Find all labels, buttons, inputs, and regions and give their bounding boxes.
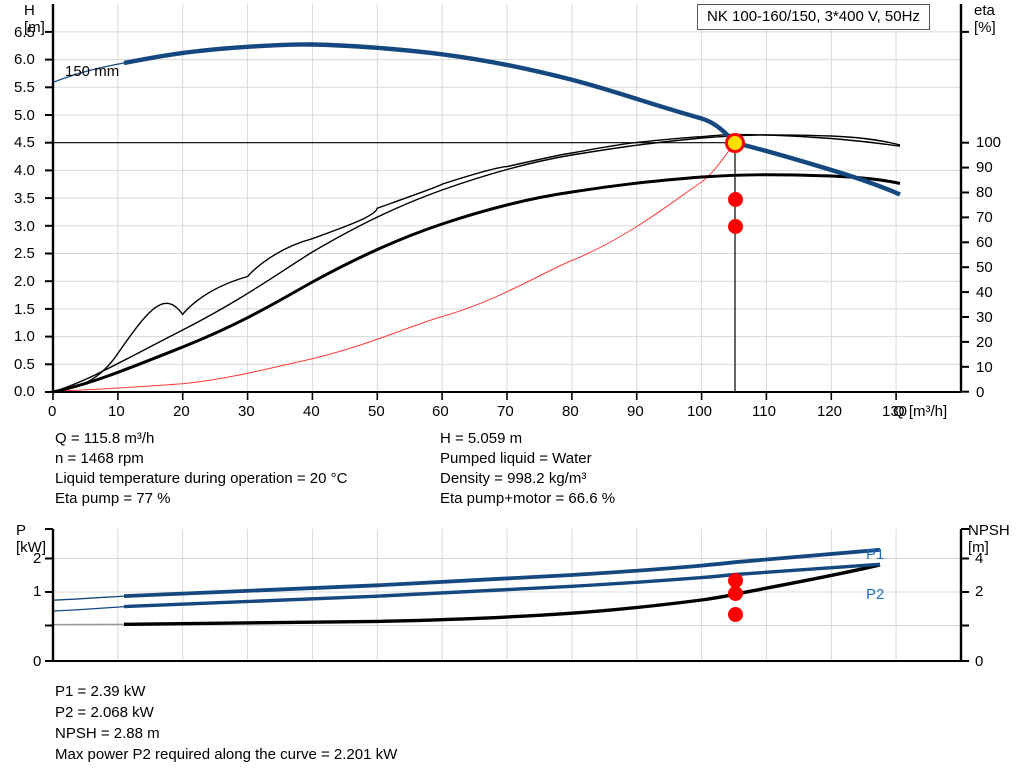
duty-point-eta-pump[interactable] [727,192,743,207]
y-tick-label: 2.0 [14,273,35,290]
y-tick-label: 4.5 [14,134,35,151]
eta-pump-curve-smooth [52,134,901,393]
x-tick-label: 50 [368,403,385,420]
p1-series-label: P1 [866,546,885,563]
duty-point-p1[interactable] [727,573,743,588]
npsh-tick-label: 2 [975,583,984,600]
grid-lines [53,4,961,392]
x-tick-label: 100 [687,403,713,420]
head-efficiency-chart [45,4,969,400]
y-tick-label: 3.5 [14,190,35,207]
y-tick-label: 6.0 [14,51,35,68]
eta-tick-label: 10 [976,359,993,376]
x-tick-label: 0 [48,403,57,420]
info-npsh: NPSH = 2.88 m [55,725,160,742]
y-tick-label: 1.5 [14,301,35,318]
bottom-chart-y-left-title: P [kW] [16,522,46,556]
info-p2: P2 = 2.068 kW [55,704,154,721]
eta-tick-label: 80 [976,184,993,201]
y-tick-label: 2.5 [14,245,35,262]
p1-curve [123,547,881,598]
head-curve [123,42,901,197]
eta-tick-label: 50 [976,259,993,276]
y-tick-label: 3.0 [14,218,35,235]
eta-tick-label: 90 [976,159,993,176]
info-eta-pump: Eta pump = 77 % [55,490,171,507]
eta-pump-motor-curve [52,173,901,394]
p-tick-label: 0 [33,653,42,670]
npsh-tick-label: 0 [975,653,984,670]
pump-title-box: NK 100-160/150, 3*400 V, 50Hz [697,4,930,30]
p-tick-label: 1 [33,583,42,600]
eta-tick-label: 100 [976,134,1002,151]
p1-curve-thin [52,595,125,601]
x-tick-label: 60 [432,403,449,420]
x-tick-label: 20 [173,403,190,420]
duty-point-head[interactable] [725,133,745,153]
right-axis-ticks [961,30,969,393]
x-tick-label: 110 [752,403,776,420]
info-max-power: Max power P2 required along the curve = … [55,746,398,763]
system-curve [52,142,736,392]
npsh-curve [123,563,881,626]
right-axis-ticks [961,528,969,662]
eta-tick-label: 0 [976,384,985,401]
duty-point-eta-pump-motor[interactable] [727,219,743,234]
x-tick-label: 120 [817,403,843,420]
top-chart-x-title: Q [m³/h] [893,403,948,420]
x-axis-ticks [52,392,897,400]
x-tick-label: 130 [882,403,908,420]
duty-point-npsh[interactable] [727,607,743,622]
y-tick-label: 5.0 [14,107,35,124]
y-tick-label: 1.0 [14,328,35,345]
top-chart-y-right-title: eta [%] [974,2,996,36]
x-tick-label: 90 [627,403,644,420]
npsh-tick-label: 4 [975,550,984,567]
eta-tick-label: 30 [976,309,993,326]
y-tick-label: 0.0 [14,383,35,400]
x-tick-label: 70 [497,403,514,420]
p2-curve-thin [52,605,125,612]
y-tick-label: 5.5 [14,79,35,96]
x-tick-label: 10 [108,403,125,420]
duty-guide-lines [53,142,736,392]
info-h: H = 5.059 m [440,430,523,447]
eta-tick-label: 40 [976,284,993,301]
info-pumped-liquid: Pumped liquid = Water [440,450,592,467]
x-tick-label: 40 [303,403,320,420]
bottom-chart-y-right-title: NPSH [m] [968,522,1010,556]
left-axis-ticks [45,528,53,662]
info-density: Density = 998.2 kg/m³ [440,470,587,487]
p-tick-label: 2 [33,550,42,567]
x-tick-label: 80 [562,403,579,420]
eta-tick-label: 20 [976,334,993,351]
left-axis-ticks [45,30,53,393]
info-speed: n = 1468 rpm [55,450,144,467]
power-npsh-chart [0,520,1024,680]
y-tick-label: 0.5 [14,356,35,373]
axis-lines [51,529,963,662]
info-p1: P1 = 2.39 kW [55,683,146,700]
p2-curve [123,562,881,609]
head-curve-thin [52,62,125,83]
p2-series-label: P2 [866,586,885,603]
duty-point-p2[interactable] [727,586,743,601]
x-tick-label: 30 [238,403,255,420]
top-chart-y-left-title: H [m] [24,2,45,36]
eta-pump-curve [52,133,901,393]
info-liquid-temp: Liquid temperature during operation = 20… [55,470,348,487]
info-eta-pump-motor: Eta pump+motor = 66.6 % [440,490,616,507]
eta-tick-label: 70 [976,209,993,226]
y-tick-label: 6.5 [14,24,35,41]
y-tick-label: 4.0 [14,162,35,179]
eta-tick-label: 60 [976,234,993,251]
info-q: Q = 115.8 m³/h [55,430,155,447]
impeller-size-label: 150 mm [65,63,120,80]
